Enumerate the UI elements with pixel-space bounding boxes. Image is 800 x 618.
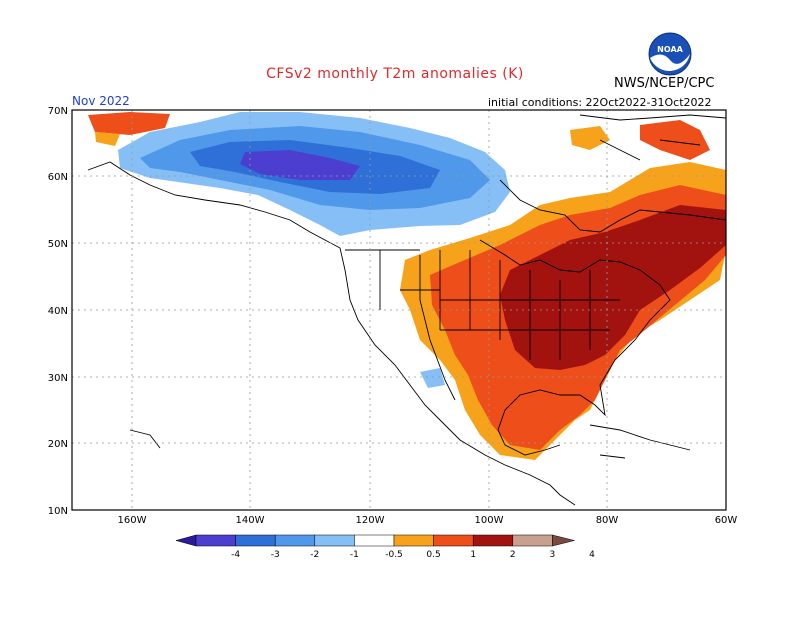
legend-label: -1	[350, 550, 359, 560]
noaa-logo-text: NOAA	[657, 45, 683, 54]
lon-label: 60W	[715, 515, 738, 526]
noaa-logo-icon: NOAA	[648, 32, 692, 76]
legend-label: 0.5	[426, 550, 440, 560]
legend-label: 1	[470, 550, 476, 560]
agency-label: NWS/NCEP/CPC	[614, 76, 715, 91]
legend-swatch	[472, 534, 514, 547]
lat-label: 40N	[48, 306, 68, 317]
forecast-month: Nov 2022	[72, 94, 130, 108]
legend-label: -3	[271, 550, 280, 560]
map-frame	[71, 109, 727, 511]
initial-conditions: initial conditions: 22Oct2022-31Oct2022	[488, 96, 712, 109]
legend-label: -4	[231, 550, 240, 560]
lon-label: 120W	[356, 515, 385, 526]
longitude-labels: 160W 140W 120W 100W 80W 60W	[118, 515, 738, 526]
legend-label: -2	[310, 550, 319, 560]
legend-swatch	[235, 534, 276, 547]
lat-label: 70N	[48, 106, 68, 117]
lon-label: 100W	[475, 515, 504, 526]
legend-swatch	[433, 534, 474, 547]
legend-label: 4	[589, 550, 595, 560]
legend-label: 3	[550, 550, 556, 560]
lat-label: 50N	[48, 239, 68, 250]
legend-arrow-high	[552, 534, 575, 547]
lon-label: 80W	[596, 515, 619, 526]
legend-swatch	[195, 534, 236, 547]
legend-swatch	[393, 534, 434, 547]
lat-label: 20N	[48, 439, 68, 450]
legend-swatch	[274, 534, 316, 547]
legend-swatch	[314, 534, 355, 547]
latitude-labels: 70N 60N 50N 40N 30N 20N 10N	[48, 106, 68, 517]
chart-title: CFSv2 monthly T2m anomalies (K)	[266, 66, 524, 82]
lat-label: 30N	[48, 373, 68, 384]
lat-label: 60N	[48, 172, 68, 183]
lon-label: 140W	[236, 515, 265, 526]
legend-label: -0.5	[385, 550, 403, 560]
lon-label: 160W	[118, 515, 147, 526]
legend-label: 2	[510, 550, 516, 560]
warm-anomaly-region	[88, 112, 726, 460]
color-legend: -4 -3 -2 -1 -0.5 0.5 1 2 3 4	[175, 534, 595, 560]
lat-label: 10N	[48, 506, 68, 517]
legend-swatch	[354, 534, 395, 547]
cold-anomaly-region	[118, 112, 510, 236]
legend-arrow-low	[175, 534, 197, 547]
graticule	[72, 110, 726, 510]
map-panel: 70N 60N 50N 40N 30N 20N 10N 160W 140W 12…	[48, 106, 738, 526]
legend-swatch	[512, 534, 553, 547]
